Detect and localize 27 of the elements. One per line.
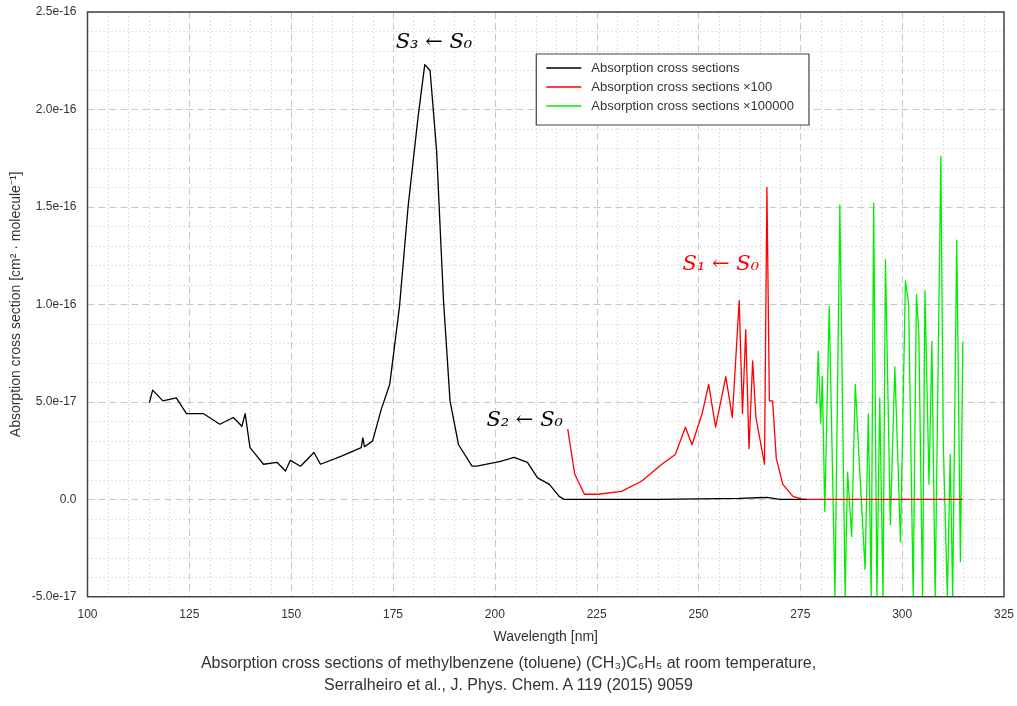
x-tick-label: 300 [892,607,913,622]
legend-label: Absorption cross sections ×100 [591,78,773,94]
y-tick-label: -5.0e-17 [31,589,77,604]
y-tick-label: 1.5e-16 [35,199,77,214]
y-tick-label: 2.0e-16 [35,101,77,116]
x-tick-label: 150 [281,607,302,622]
y-axis-title: Absorption cross section [cm² · molecule⁻¹] [7,171,24,438]
x-tick-label: 200 [484,607,506,622]
y-tick-label: 0.0 [59,491,77,506]
y-tick-label: 1.0e-16 [35,296,77,311]
annotation: S₁ ← S₀ [682,250,760,275]
text: Absorption cross sections of methylbenzene (toluene) (CH₃)C₆H₅ at room temperature, [199,653,818,673]
x-tick-label: 100 [77,607,98,622]
x-tick-label: 125 [179,607,200,622]
annotation: S₃ ← S₀ [395,28,473,53]
legend-label: Absorption cross sections [591,59,740,75]
x-tick-label: 175 [382,607,404,622]
annotation: S₂ ← S₀ [486,406,564,431]
y-tick-label: 2.5e-16 [35,4,77,19]
y-tick-label: 5.0e-17 [35,394,77,409]
x-tick-label: 225 [586,607,607,622]
x-tick-label: 250 [688,607,709,622]
text: Serralheiro et al., J. Phys. Chem. A 119 (2015) 9059 [323,675,694,695]
x-tick-label: 275 [790,607,811,622]
x-tick-label: 325 [993,607,1015,622]
legend-label: Absorption cross sections ×100000 [591,97,794,113]
x-axis-title: Wavelength [nm] [493,628,599,645]
